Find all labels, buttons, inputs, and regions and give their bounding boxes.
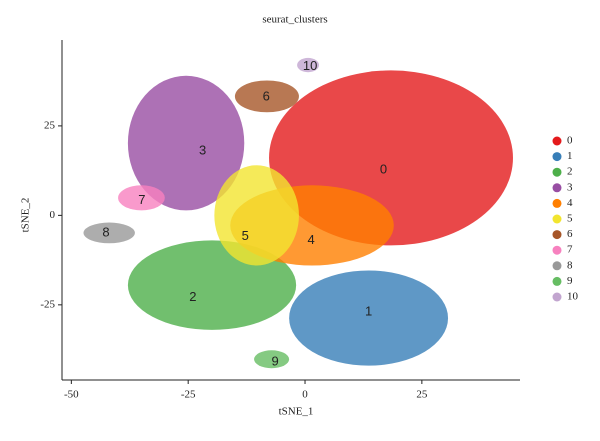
legend-label: 5 <box>567 213 573 225</box>
cluster-cloud <box>118 185 165 211</box>
x-tick-label: -25 <box>181 389 196 401</box>
legend-marker <box>552 198 562 208</box>
legend-marker <box>552 245 562 255</box>
x-tick-label: -50 <box>64 389 79 401</box>
legend-marker <box>552 292 562 302</box>
legend-marker <box>552 276 562 286</box>
cluster-label: 9 <box>271 354 278 369</box>
cluster-label: 3 <box>199 143 206 158</box>
legend-label: 8 <box>567 259 573 271</box>
legend-label: 7 <box>567 244 573 256</box>
legend-marker <box>552 167 562 177</box>
legend-marker <box>552 230 562 240</box>
cluster-cloud <box>234 80 299 113</box>
x-tick-label: 0 <box>302 389 308 401</box>
cluster-label: 8 <box>102 225 109 240</box>
cluster-label: 7 <box>138 192 145 207</box>
cluster-cloud <box>289 270 449 366</box>
x-axis-label: tSNE_1 <box>279 406 314 418</box>
legend-marker <box>552 183 562 193</box>
legend-marker <box>552 136 562 146</box>
cluster-cloud <box>83 222 135 244</box>
legend-label: 3 <box>567 181 573 193</box>
legend-label: 10 <box>567 291 579 303</box>
x-tick-label: 25 <box>416 389 428 401</box>
y-tick-label: 0 <box>50 209 56 221</box>
legend-marker <box>552 214 562 224</box>
y-tick-label: -25 <box>40 298 55 310</box>
legend-label: 0 <box>567 135 573 147</box>
legend-label: 4 <box>567 197 573 209</box>
legend-label: 9 <box>567 275 573 287</box>
legend-marker <box>552 152 562 162</box>
legend-label: 6 <box>567 228 573 240</box>
legend-label: 1 <box>567 150 573 162</box>
cluster-cloud <box>254 350 290 369</box>
cluster-label: 2 <box>189 289 196 304</box>
cluster-label: 6 <box>263 89 270 104</box>
y-axis-label: tSNE_2 <box>20 198 32 233</box>
cluster-label: 0 <box>380 162 387 177</box>
cluster-cloud <box>297 57 320 73</box>
cluster-label: 4 <box>307 232 314 247</box>
cluster-cloud <box>214 165 299 266</box>
legend-label: 2 <box>567 166 573 178</box>
cluster-label: 1 <box>365 303 372 318</box>
cluster-label: 10 <box>303 58 317 73</box>
y-tick-label: 25 <box>44 119 56 131</box>
cluster-cloud <box>127 75 245 211</box>
legend-marker <box>552 261 562 271</box>
chart-title: seurat_clusters <box>262 14 327 26</box>
cluster-label: 5 <box>242 228 249 243</box>
